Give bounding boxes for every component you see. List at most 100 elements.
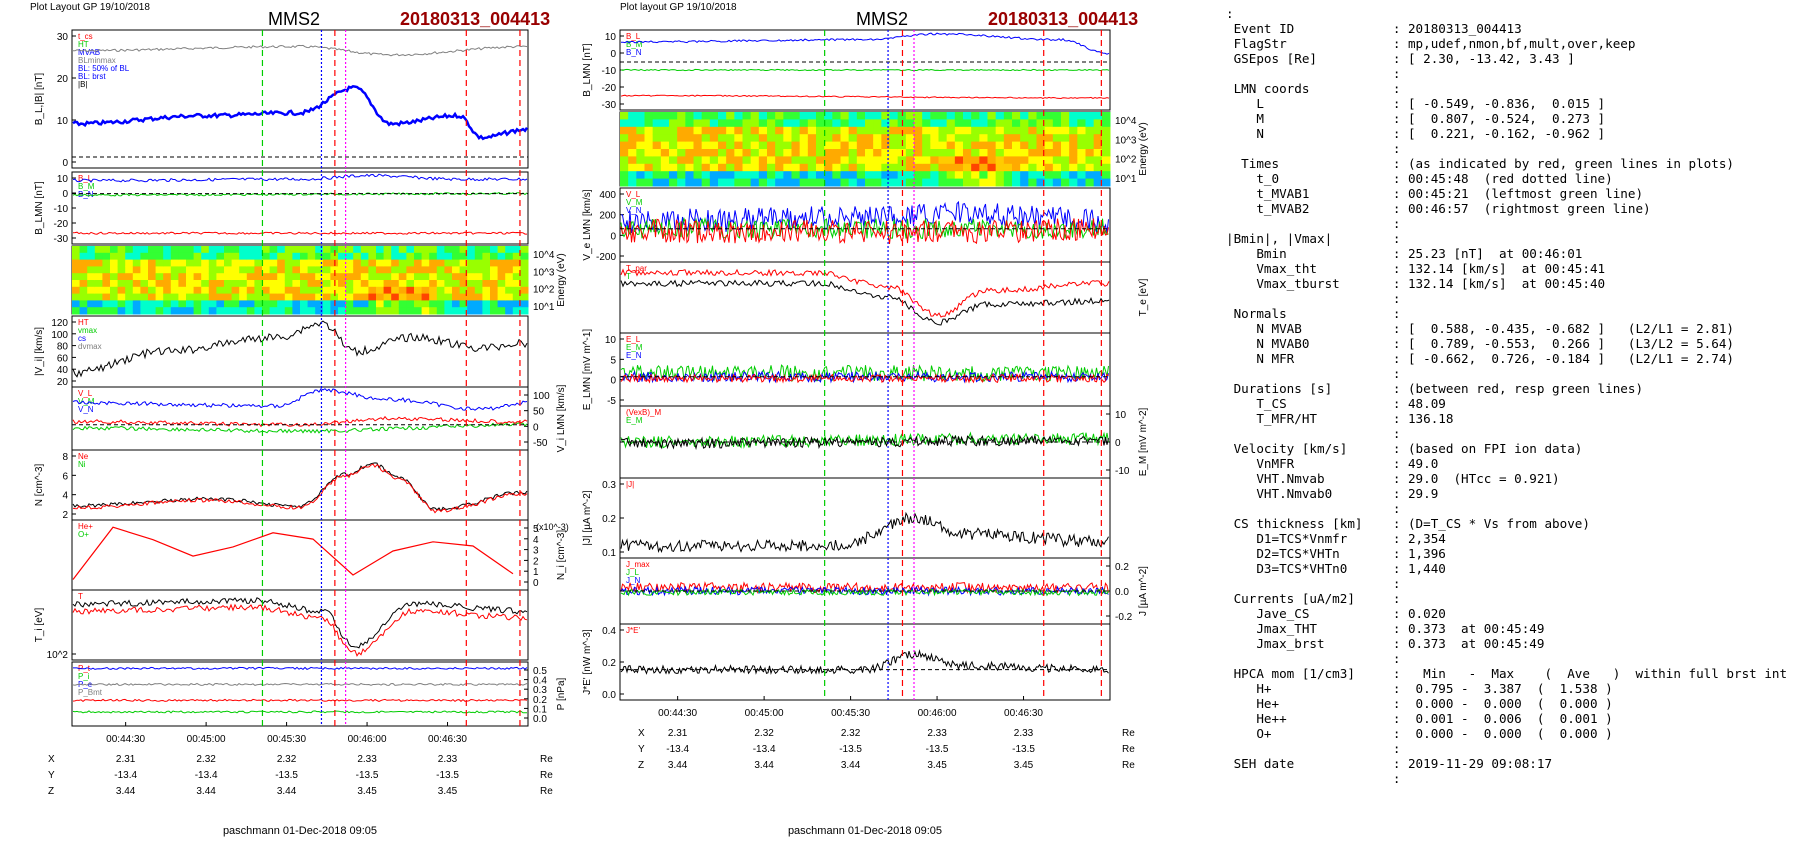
spectrogram-cell [353, 280, 362, 288]
spectrogram-cell [1003, 112, 1013, 120]
right-tick-label: 100 [533, 391, 550, 402]
right-tick-label: 0 [533, 578, 539, 589]
right-tick-label: 10^1 [533, 302, 555, 313]
spectrogram-cell [368, 259, 377, 267]
spectrogram-cell [905, 149, 915, 157]
spectrogram-cell [292, 252, 301, 261]
y-tick-label: 10 [57, 116, 69, 127]
spectrogram-cell [421, 266, 430, 274]
spectrogram-cell [429, 293, 438, 301]
spectrogram-cell [269, 300, 278, 308]
spectrogram-cell [1061, 134, 1070, 143]
spectrogram-cell [277, 252, 286, 261]
spectrogram-cell [117, 259, 126, 267]
spectrogram-cell [193, 280, 202, 288]
spectrogram-cell [758, 141, 768, 150]
info-value: : 29.0 (HTcc = 0.921) [1392, 471, 1560, 486]
spectrogram-cell [620, 171, 629, 180]
info-key: Vmax_tht [1226, 261, 1393, 276]
spectrogram-cell [79, 273, 88, 281]
spectrogram-cell [132, 266, 141, 274]
spectrogram-cell [1101, 171, 1111, 180]
spectrogram-cell [368, 300, 377, 308]
legend-entry: |B| [78, 80, 88, 89]
spectrogram-cell [922, 149, 931, 157]
spectrogram-cell [163, 246, 172, 254]
spectrogram-cell [292, 293, 301, 301]
spectrogram-cell [497, 259, 506, 267]
spectrogram-cell [94, 286, 103, 295]
spectrogram-cell [669, 163, 678, 172]
spectrogram-cell [685, 119, 694, 128]
spectrogram-cell [72, 280, 81, 288]
spectrogram-cell [368, 307, 377, 315]
spectrogram-cell [718, 178, 727, 187]
trace-red [72, 698, 528, 703]
spectrogram-cell [742, 141, 752, 150]
spectrogram-cell [799, 141, 809, 150]
spectrogram-cell [1101, 149, 1111, 157]
spectrogram-cell [807, 141, 817, 150]
info-value: : [ 2.30, -13.42, 3.43 ] [1392, 51, 1575, 66]
spectrogram-cell [1003, 163, 1013, 172]
spectrogram-cell [1012, 163, 1021, 172]
spectrogram-cell [1069, 178, 1078, 187]
spectrogram-cell [930, 126, 939, 135]
y-tick-label: 20 [57, 74, 69, 85]
spectrogram-cell [269, 286, 278, 295]
spectrogram-cell [889, 163, 899, 172]
info-key: D3=TCS*VHTn0 [1226, 561, 1393, 576]
spectrogram-cell [848, 163, 858, 172]
spectrogram-cell [1061, 171, 1070, 180]
legend-entry: |J| [626, 480, 634, 489]
spectrogram-cell [897, 134, 907, 143]
spectrogram-cell [946, 141, 956, 150]
spectrogram-cell [231, 300, 240, 308]
spectrogram-cell [701, 149, 711, 157]
spectrogram-cell [865, 178, 874, 187]
spectrogram-cell [693, 134, 703, 143]
spectrogram-cell [482, 286, 491, 295]
spectrogram-cell [1069, 163, 1078, 172]
spectrogram-cell [987, 134, 997, 143]
spectrogram-cell [148, 300, 157, 308]
spectrogram-cell [1028, 141, 1037, 150]
y-axis-label: |V_i| [km/s] [34, 327, 45, 376]
spectrogram-cell [383, 280, 392, 288]
spectrogram-cell [490, 246, 499, 254]
info-key: GSEpos [Re] [1226, 51, 1393, 66]
spectrogram-cell [938, 141, 948, 150]
spectrogram-cell [269, 293, 278, 301]
spectrogram-cell [467, 266, 476, 274]
info-key: Bmin [1226, 246, 1393, 261]
spectrogram-cell [170, 300, 179, 308]
event-title: 20180313_004413 [400, 9, 550, 29]
spectrogram-cell [444, 293, 453, 301]
y-tick-label: 0.2 [602, 658, 616, 669]
spectrogram-cell [79, 259, 88, 267]
spectrogram-cell [406, 273, 415, 281]
spectrogram-cell [414, 246, 423, 254]
spectrogram-cell [452, 266, 461, 274]
spectrogram-cell [726, 163, 735, 172]
info-line: L : [ -0.549, -0.836, 0.015 ] [1226, 96, 1787, 111]
spectrogram-cell [701, 141, 711, 150]
spectrogram-cell [505, 259, 514, 267]
spectrogram-cell [307, 286, 316, 295]
spectrogram-cell [429, 273, 438, 281]
spectrogram-cell [436, 259, 445, 267]
spectrogram-cell [474, 300, 483, 308]
spectrogram-cell [155, 266, 164, 274]
spectrogram-cell [987, 141, 997, 150]
spectrogram-cell [677, 163, 686, 172]
spectrogram-cell [873, 126, 882, 135]
trace-green [620, 364, 1109, 383]
spectrogram-cell [922, 141, 931, 150]
spectrogram-cell [452, 300, 461, 308]
spectrogram-cell [163, 280, 172, 288]
spectrogram-cell [292, 246, 301, 254]
spectrogram-cell [1052, 171, 1062, 180]
